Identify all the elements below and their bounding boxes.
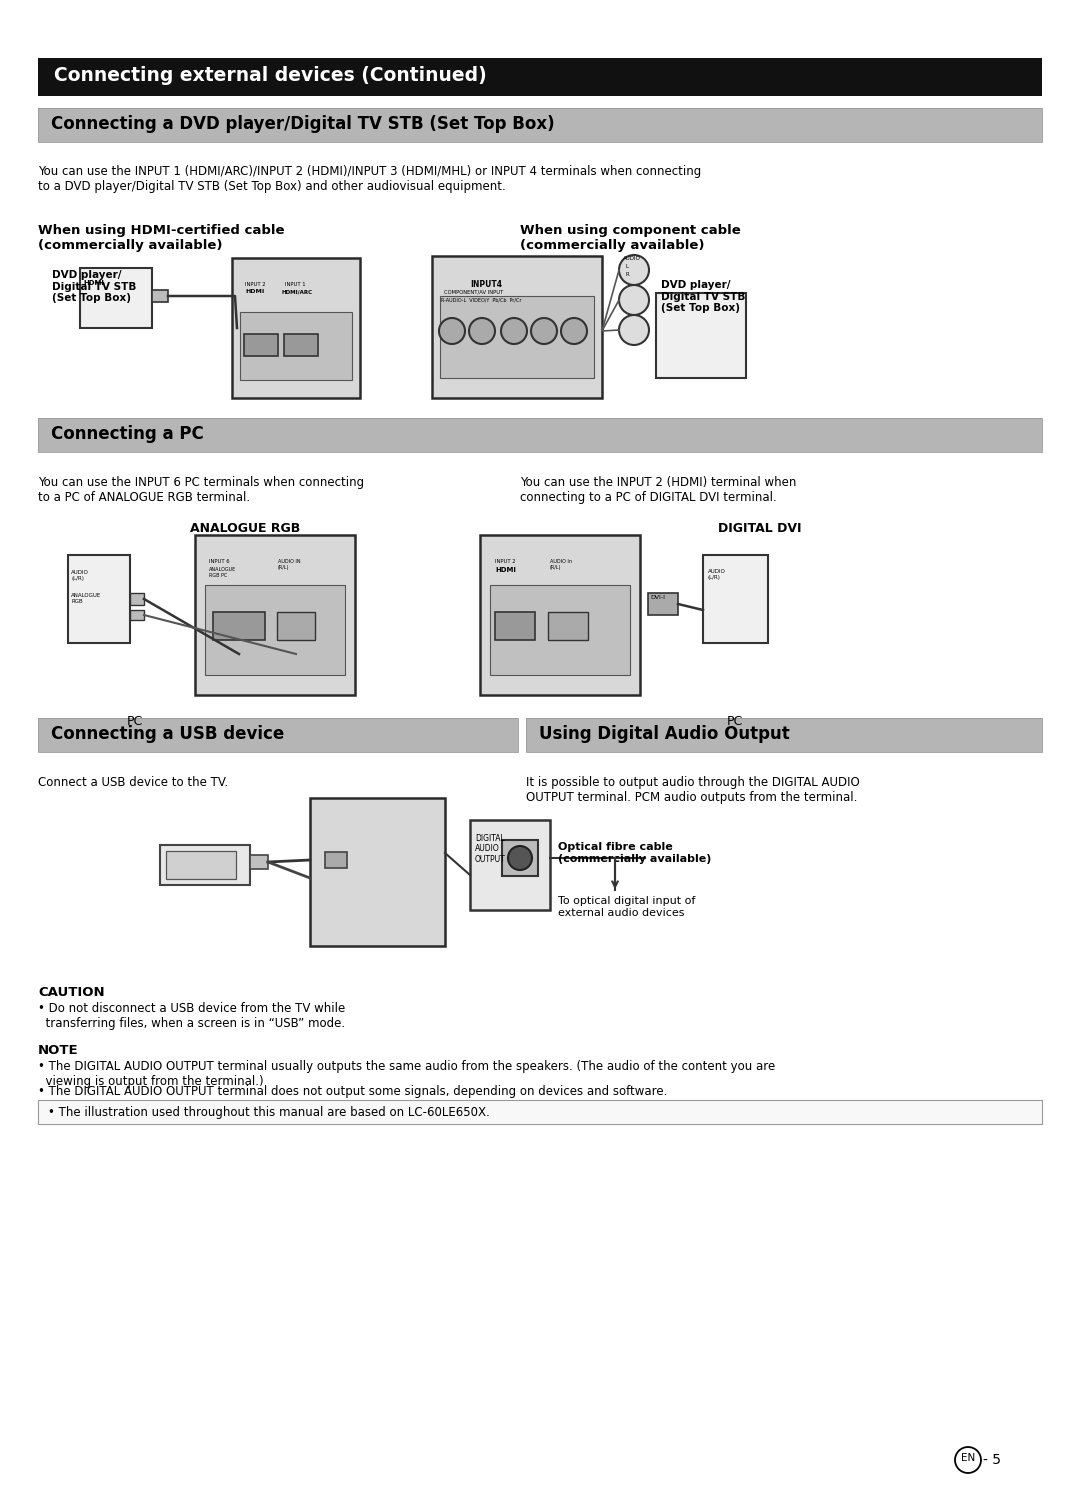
Bar <box>249 854 268 869</box>
Text: PC: PC <box>727 716 743 728</box>
Circle shape <box>619 285 649 315</box>
Text: COMPONENT/AV INPUT: COMPONENT/AV INPUT <box>444 289 503 294</box>
Bar <box>276 611 315 640</box>
Text: DIGITAL
AUDIO
OUTPUT: DIGITAL AUDIO OUTPUT <box>475 833 505 863</box>
Text: PC: PC <box>126 716 144 728</box>
Text: HDMI: HDMI <box>495 567 516 573</box>
Text: CAUTION: CAUTION <box>38 986 105 999</box>
Text: Using Digital Audio Output: Using Digital Audio Output <box>539 725 789 743</box>
Circle shape <box>561 318 588 344</box>
Bar <box>240 312 352 380</box>
Text: DVD player/
Digital TV STB
(Set Top Box): DVD player/ Digital TV STB (Set Top Box) <box>661 280 745 313</box>
Bar <box>38 107 1042 142</box>
Bar <box>152 291 168 303</box>
Text: INPUT4: INPUT4 <box>470 280 502 289</box>
Bar <box>548 611 588 640</box>
Text: DVI-I: DVI-I <box>650 595 665 599</box>
Bar <box>80 268 152 328</box>
Text: INPUT 2: INPUT 2 <box>245 282 266 286</box>
Text: • Do not disconnect a USB device from the TV while
  transferring files, when a : • Do not disconnect a USB device from th… <box>38 1002 346 1030</box>
Text: AUDIO
(L/R): AUDIO (L/R) <box>71 570 89 581</box>
Bar <box>232 258 360 398</box>
Circle shape <box>531 318 557 344</box>
Bar <box>526 719 1042 751</box>
Text: You can use the INPUT 1 (HDMI/ARC)/INPUT 2 (HDMI)/INPUT 3 (HDMI/MHL) or INPUT 4 : You can use the INPUT 1 (HDMI/ARC)/INPUT… <box>38 166 701 192</box>
Text: It is possible to output audio through the DIGITAL AUDIO
OUTPUT terminal. PCM au: It is possible to output audio through t… <box>526 775 860 804</box>
Text: AUDIO
(L/R): AUDIO (L/R) <box>708 570 726 580</box>
Bar <box>310 798 445 945</box>
Circle shape <box>501 318 527 344</box>
Text: • The DIGITAL AUDIO OUTPUT terminal usually outputs the same audio from the spea: • The DIGITAL AUDIO OUTPUT terminal usua… <box>38 1060 775 1088</box>
Bar <box>656 294 746 379</box>
Text: ANALOGUE
RGB: ANALOGUE RGB <box>71 593 102 604</box>
Text: HDMI: HDMI <box>83 280 104 286</box>
Text: L: L <box>626 264 629 268</box>
Circle shape <box>469 318 495 344</box>
Bar <box>703 555 768 643</box>
Bar <box>38 1100 1042 1124</box>
Bar <box>502 839 538 877</box>
Text: EN: EN <box>961 1454 975 1463</box>
Text: DIGITAL DVI: DIGITAL DVI <box>718 522 801 535</box>
Text: ANALOGUE RGB: ANALOGUE RGB <box>190 522 300 535</box>
Text: R: R <box>626 271 630 277</box>
Text: HDMI: HDMI <box>245 289 265 294</box>
Circle shape <box>508 845 532 871</box>
Text: AUDIO IN
(R/L): AUDIO IN (R/L) <box>278 559 300 570</box>
Text: You can use the INPUT 6 PC terminals when connecting
to a PC of ANALOGUE RGB ter: You can use the INPUT 6 PC terminals whe… <box>38 476 364 504</box>
Bar <box>526 719 1042 751</box>
Bar <box>38 417 1042 452</box>
Bar <box>195 535 355 695</box>
Bar <box>244 334 278 356</box>
Text: Connecting external devices (Continued): Connecting external devices (Continued) <box>54 66 487 85</box>
Text: When using HDMI-certified cable
(commercially available): When using HDMI-certified cable (commerc… <box>38 224 284 252</box>
Bar <box>130 593 144 605</box>
Bar <box>38 719 518 751</box>
Text: • The illustration used throughout this manual are based on LC-60LE650X.: • The illustration used throughout this … <box>48 1106 489 1120</box>
Text: Optical fibre cable
(commercially available): Optical fibre cable (commercially availa… <box>558 842 712 863</box>
Text: ANALOGUE
RGB PC: ANALOGUE RGB PC <box>210 567 237 579</box>
Text: NOTE: NOTE <box>38 1044 79 1057</box>
Text: AUDIO In
(R/L): AUDIO In (R/L) <box>550 559 572 570</box>
Text: INPUT 6: INPUT 6 <box>210 559 230 564</box>
Text: DVD player/
Digital TV STB
(Set Top Box): DVD player/ Digital TV STB (Set Top Box) <box>52 270 136 303</box>
Text: Connecting a PC: Connecting a PC <box>51 425 204 443</box>
Bar <box>284 334 318 356</box>
Bar <box>205 584 345 675</box>
Bar <box>432 256 602 398</box>
Text: AUDIO: AUDIO <box>623 256 640 261</box>
Circle shape <box>438 318 465 344</box>
Text: To optical digital input of
external audio devices: To optical digital input of external aud… <box>558 896 696 917</box>
Bar <box>495 611 535 640</box>
Bar <box>68 555 130 643</box>
Text: R-AUDIO-L  VIDEO/Y  Pb/Cb  Pr/Cr: R-AUDIO-L VIDEO/Y Pb/Cb Pr/Cr <box>441 297 522 303</box>
Text: Connecting a DVD player/Digital TV STB (Set Top Box): Connecting a DVD player/Digital TV STB (… <box>51 115 555 133</box>
Text: INPUT 2: INPUT 2 <box>495 559 515 564</box>
Bar <box>160 845 249 886</box>
Bar <box>470 820 550 910</box>
Bar <box>38 58 1042 95</box>
Bar <box>213 611 265 640</box>
Bar <box>38 719 518 751</box>
Text: You can use the INPUT 2 (HDMI) terminal when
connecting to a PC of DIGITAL DVI t: You can use the INPUT 2 (HDMI) terminal … <box>519 476 796 504</box>
Text: Connecting a USB device: Connecting a USB device <box>51 725 284 743</box>
Bar <box>440 297 594 379</box>
Text: When using component cable
(commercially available): When using component cable (commercially… <box>519 224 741 252</box>
Bar <box>490 584 630 675</box>
Text: - 5: - 5 <box>983 1454 1001 1467</box>
Circle shape <box>619 255 649 285</box>
Bar <box>648 593 678 614</box>
Text: • The DIGITAL AUDIO OUTPUT terminal does not output some signals, depending on d: • The DIGITAL AUDIO OUTPUT terminal does… <box>38 1085 667 1097</box>
Bar <box>38 417 1042 452</box>
Text: HDMI/ARC: HDMI/ARC <box>282 289 313 294</box>
Bar <box>130 610 144 620</box>
Bar <box>480 535 640 695</box>
Bar <box>166 851 237 880</box>
Text: INPUT 1: INPUT 1 <box>285 282 306 286</box>
Bar <box>325 851 347 868</box>
Bar <box>38 107 1042 142</box>
Text: Connect a USB device to the TV.: Connect a USB device to the TV. <box>38 775 228 789</box>
Circle shape <box>619 315 649 344</box>
